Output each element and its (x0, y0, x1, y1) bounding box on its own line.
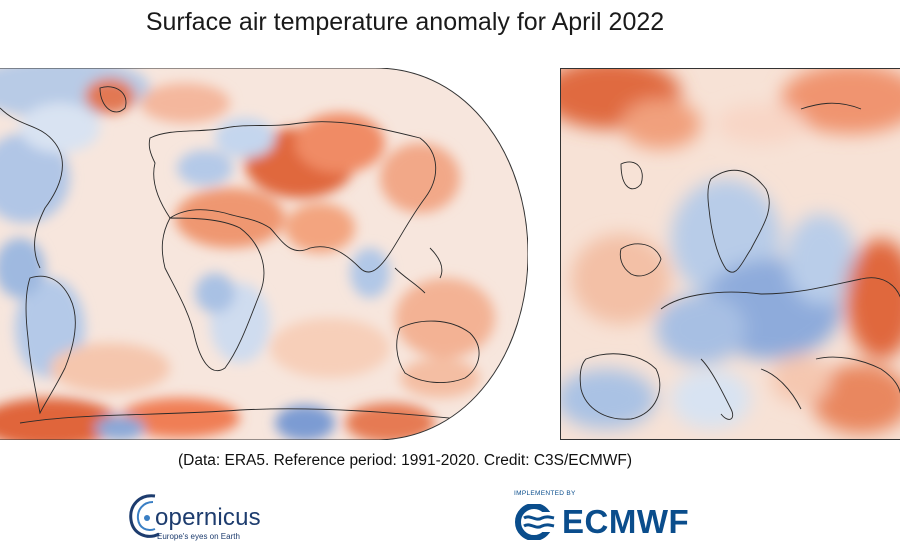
europe-map-graphic (561, 69, 900, 439)
europe-anomaly-map (560, 68, 900, 440)
implemented-by-label: IMPLEMENTED BY (514, 490, 576, 497)
global-map-graphic (0, 68, 528, 440)
ecmwf-wave-icon (515, 504, 558, 540)
copernicus-wordmark: opernicus (155, 504, 261, 531)
global-anomaly-field (0, 68, 528, 440)
ecmwf-logo: IMPLEMENTED BY ECMWF (512, 490, 712, 546)
coastlines (0, 86, 480, 424)
europe-coastlines (579, 102, 900, 420)
global-anomaly-map (0, 68, 528, 440)
europe-anomaly-field (561, 69, 900, 439)
map-title: Surface air temperature anomaly for Apri… (145, 8, 665, 36)
copernicus-tagline: Europe's eyes on Earth (157, 532, 240, 541)
copernicus-swirl-icon (129, 494, 160, 538)
data-credit: (Data: ERA5. Reference period: 1991-2020… (178, 452, 632, 469)
ecmwf-wordmark: ECMWF (562, 503, 690, 540)
copernicus-logo: opernicus Europe's eyes on Earth (125, 488, 285, 544)
map-frame (0, 68, 528, 440)
